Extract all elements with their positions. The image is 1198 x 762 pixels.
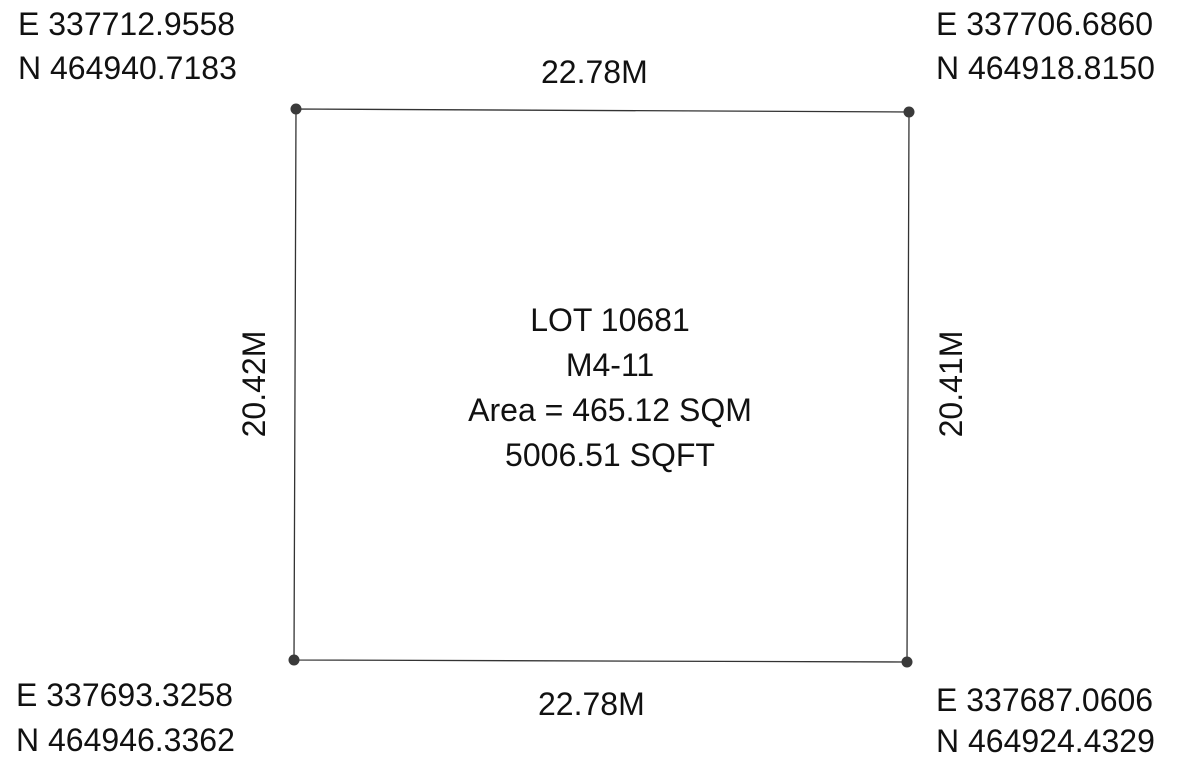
lot-number: LOT 10681 bbox=[530, 302, 690, 338]
corner-bottom-left-easting: E 337693.3258 bbox=[16, 677, 234, 713]
corner-marker-top-right bbox=[903, 106, 915, 118]
corner-top-right-northing: N 464918.8150 bbox=[936, 50, 1155, 86]
boundary-length-left: 20.42M bbox=[236, 330, 272, 438]
corner-bottom-left-northing: N 464946.3362 bbox=[16, 722, 235, 758]
corner-bottom-right-northing: N 464924.4329 bbox=[936, 723, 1155, 759]
boundary-length-bottom: 22.78M bbox=[538, 686, 645, 722]
corner-top-left-easting: E 337712.9558 bbox=[18, 6, 236, 42]
corner-marker-bottom-left bbox=[288, 654, 300, 666]
corner-top-left-northing: N 464940.7183 bbox=[18, 50, 237, 86]
corner-marker-bottom-right bbox=[901, 656, 913, 668]
lot-sheet-reference: M4-11 bbox=[565, 347, 655, 383]
corner-bottom-right-easting: E 337687.0606 bbox=[936, 682, 1154, 718]
lot-area-sqft: 5006.51 SQFT bbox=[505, 437, 715, 473]
corner-marker-top-left bbox=[290, 103, 302, 115]
boundary-length-right: 20.41M bbox=[933, 330, 969, 438]
boundary-length-top: 22.78M bbox=[541, 54, 648, 90]
corner-top-right-easting: E 337706.6860 bbox=[936, 6, 1154, 42]
lot-area-sqm: Area = 465.12 SQM bbox=[468, 392, 752, 428]
lot-info-block: LOT 10681 M4-11 Area = 465.12 SQM 5006.5… bbox=[420, 298, 800, 478]
